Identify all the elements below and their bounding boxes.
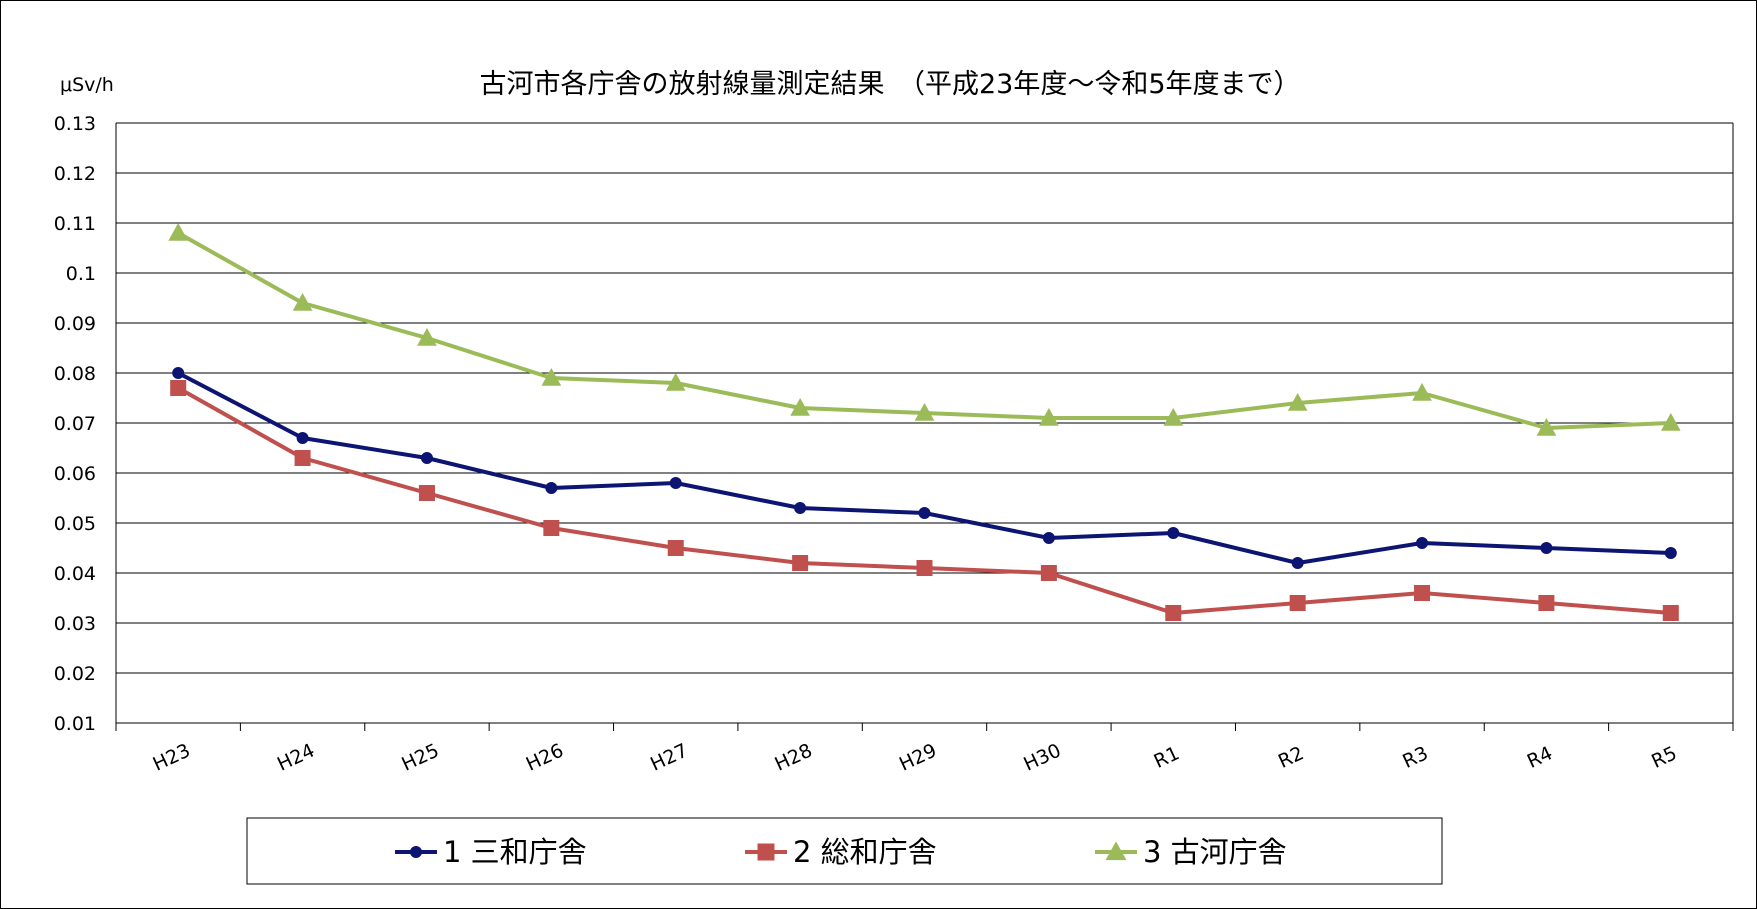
y-tick-labels: 0.13 0.12 0.11 0.1 0.09 0.08 0.07 0.06 0.05 0.04 0… <box>54 113 96 735</box>
data-point <box>1291 557 1304 569</box>
data-point <box>669 477 682 489</box>
data-point <box>665 372 686 391</box>
data-point <box>1287 392 1308 411</box>
y-tick-label: 0.09 <box>54 313 96 335</box>
gridlines <box>116 122 1733 674</box>
x-tick-label: R5 <box>1648 742 1680 773</box>
y-tick-label: 0.01 <box>54 713 96 735</box>
data-point <box>294 450 311 466</box>
data-point <box>418 485 435 501</box>
data-point <box>541 367 562 386</box>
x-tick-label: H27 <box>647 739 691 775</box>
legend-label: 1 三和庁舎 <box>443 835 587 869</box>
data-point <box>792 555 809 571</box>
data-point <box>1540 542 1553 554</box>
y-tick-label: 0.1 <box>66 263 96 285</box>
y-tick-label: 0.06 <box>54 463 96 485</box>
data-point <box>172 367 185 379</box>
data-point <box>1040 565 1057 581</box>
data-point <box>296 432 309 444</box>
legend-item: 3 古河庁舎 <box>1095 835 1287 869</box>
data-point <box>1039 407 1059 426</box>
data-point <box>1163 407 1184 426</box>
data-point <box>1536 417 1557 436</box>
data-point <box>420 452 433 464</box>
y-axis-label: μSv/h <box>60 74 114 96</box>
data-point <box>1664 547 1677 559</box>
y-tick-label: 0.03 <box>54 613 96 635</box>
data-point <box>1538 595 1555 611</box>
legend-item: 2 総和庁舎 <box>745 835 937 869</box>
y-tick-label: 0.07 <box>54 413 96 435</box>
y-tick-label: 0.13 <box>54 113 96 135</box>
data-point <box>1416 537 1429 549</box>
x-tick-label: R1 <box>1151 742 1183 773</box>
data-point <box>914 402 935 421</box>
data-point <box>1662 605 1679 621</box>
legend-label: 3 古河庁舎 <box>1143 835 1287 869</box>
data-point <box>410 846 422 858</box>
data-point <box>667 540 684 556</box>
data-point <box>170 380 187 396</box>
data-point <box>1042 532 1055 544</box>
legend-item: 1 三和庁舎 <box>395 835 587 869</box>
x-tick-label: H29 <box>896 739 940 775</box>
x-tick-label: H30 <box>1020 739 1064 775</box>
series-group <box>168 222 1681 436</box>
y-tick-label: 0.11 <box>54 213 96 235</box>
series-group <box>170 380 1679 621</box>
data-point <box>417 327 437 346</box>
x-tick-labels: H23 H24 H25 H26 H27 H28 H29 H30 R1 R2 R3 R4 R5 <box>150 739 1681 775</box>
x-tick-label: H23 <box>150 739 194 775</box>
y-tick-label: 0.04 <box>54 563 96 585</box>
data-point <box>1105 841 1127 861</box>
data-point <box>1660 412 1681 431</box>
data-point <box>1412 382 1432 401</box>
data-point <box>543 520 560 536</box>
legend-box <box>246 817 1443 885</box>
data-point <box>757 843 775 861</box>
data-point <box>1165 605 1182 621</box>
series-line <box>177 231 1671 430</box>
series-group <box>172 367 1677 569</box>
chart-title: 古河市各庁舎の放射線量測定結果 （平成23年度～令和5年度まで） <box>479 69 1300 100</box>
x-tick-label: H25 <box>398 739 442 775</box>
x-tick-label: H24 <box>274 739 318 775</box>
data-point <box>790 397 810 416</box>
x-tick-label: H28 <box>771 739 815 775</box>
axes <box>115 123 1734 731</box>
series-line <box>177 386 1671 615</box>
data-point <box>545 482 558 494</box>
y-tick-label: 0.08 <box>54 363 96 385</box>
data-point <box>168 222 189 241</box>
data-point <box>1414 585 1431 601</box>
y-tick-label: 0.05 <box>54 513 96 535</box>
data-point <box>292 292 313 311</box>
data-point <box>918 507 931 519</box>
x-tick-label: R4 <box>1524 742 1556 773</box>
series-layer <box>168 222 1681 621</box>
data-point <box>1167 527 1180 539</box>
legend: 1 三和庁舎 2 総和庁舎 3 古河庁舎 <box>246 817 1443 885</box>
x-tick-label: R3 <box>1399 742 1431 773</box>
y-tick-label: 0.02 <box>54 663 96 685</box>
data-point <box>1289 595 1306 611</box>
legend-label: 2 総和庁舎 <box>793 835 937 869</box>
data-point <box>916 560 933 576</box>
x-tick-label: H26 <box>523 739 567 775</box>
data-point <box>794 502 807 514</box>
y-tick-label: 0.12 <box>54 163 96 185</box>
x-tick-label: R2 <box>1275 742 1307 773</box>
